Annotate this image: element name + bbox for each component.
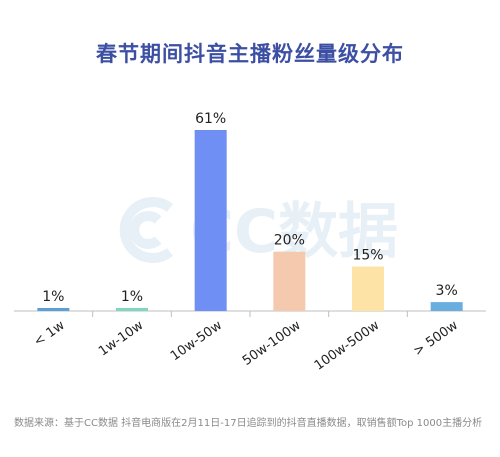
bar-5 — [430, 302, 463, 311]
x-tick-label-3: 50w-100w — [240, 318, 304, 369]
bar-2 — [194, 130, 227, 311]
data-label-5: 3% — [436, 283, 458, 299]
bar-4 — [352, 266, 384, 311]
data-label-2: 61% — [195, 111, 226, 127]
chart-title: 春节期间抖音主播粉丝量级分布 — [96, 42, 404, 66]
x-tick-label-4: 100w-500w — [312, 318, 383, 374]
watermark-logo-icon — [119, 197, 174, 263]
x-tick-label-1: 1w-10w — [96, 318, 146, 360]
bar-1 — [116, 308, 148, 311]
bar-0 — [37, 308, 70, 311]
data-label-0: 1% — [42, 289, 64, 305]
data-label-1: 1% — [121, 289, 143, 305]
x-tick-label-5: > 500w — [411, 318, 461, 359]
x-tick-label-0: < 1w — [31, 318, 68, 350]
x-tick-label-2: 10w-50w — [168, 318, 225, 364]
bar-3 — [273, 251, 306, 311]
data-source-note: 数据来源：基于CC数据 抖音电商版在2月11日-17日追踪到的抖音直播数据，取销… — [14, 418, 483, 429]
data-label-4: 15% — [352, 247, 383, 263]
data-label-3: 20% — [274, 233, 305, 249]
